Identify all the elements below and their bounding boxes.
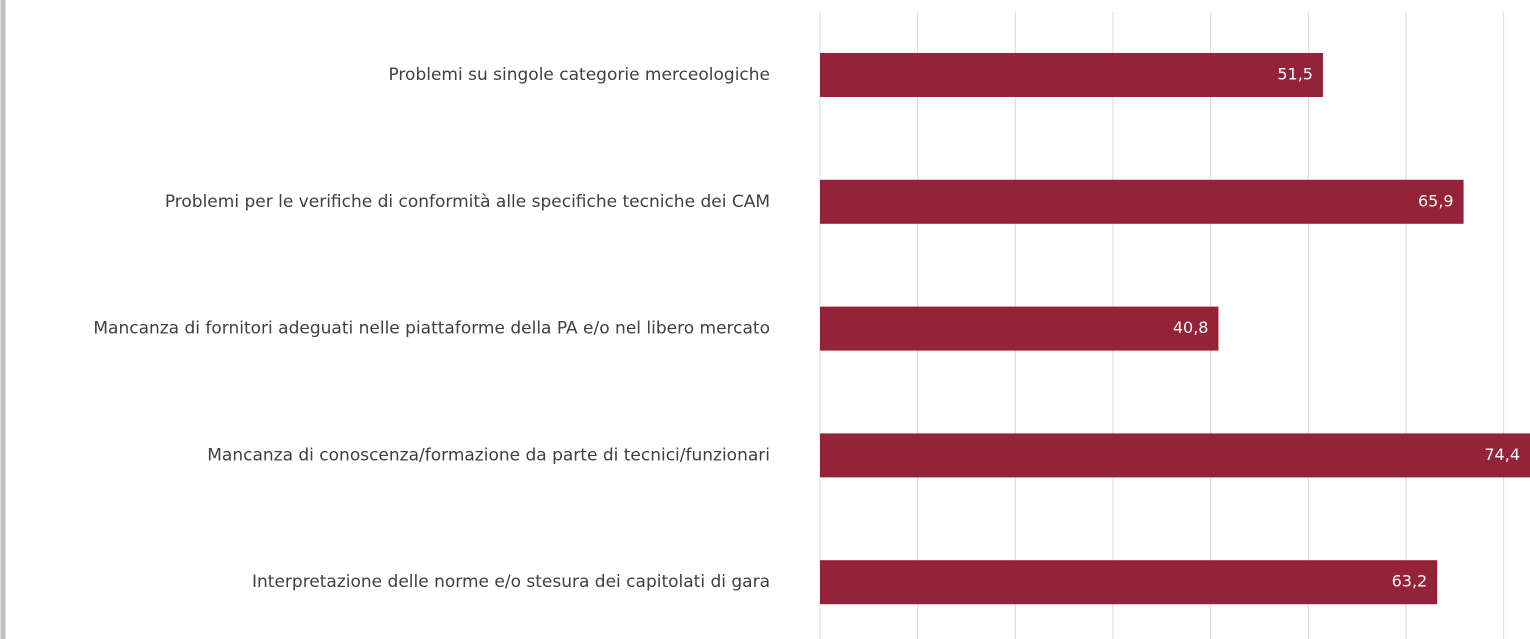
bar bbox=[820, 179, 1464, 224]
category-label: Interpretazione delle norme e/o stesura … bbox=[252, 572, 770, 592]
category-label: Problemi su singole categorie merceologi… bbox=[388, 65, 770, 85]
bar bbox=[820, 53, 1323, 97]
data-label: 40,8 bbox=[1173, 318, 1209, 337]
category-label: Mancanza di conoscenza/formazione da par… bbox=[207, 445, 770, 465]
category-label: Mancanza di fornitori adeguati nelle pia… bbox=[93, 319, 770, 339]
category-label: Problemi per le verifiche di conformità … bbox=[165, 192, 770, 212]
bar bbox=[820, 560, 1438, 605]
bar bbox=[820, 306, 1219, 351]
data-label: 63,2 bbox=[1392, 572, 1428, 591]
data-label: 74,4 bbox=[1484, 445, 1520, 464]
data-label: 65,9 bbox=[1418, 191, 1454, 210]
bar bbox=[820, 433, 1530, 478]
data-label: 51,5 bbox=[1277, 65, 1313, 84]
